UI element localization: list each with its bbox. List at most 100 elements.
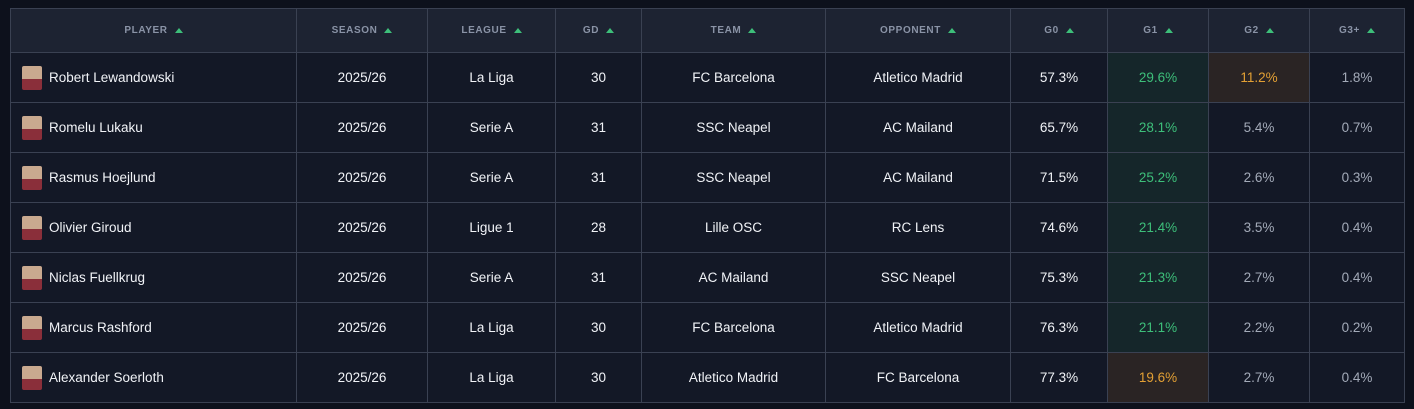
player-name: Niclas Fuellkrug (49, 270, 146, 285)
table-cell: 2.7% (1209, 253, 1310, 302)
table-row[interactable]: Rasmus Hoejlund 2025/26 Serie A 31 SSC Neape… (11, 153, 1404, 203)
cell-text: SSC Neapel (880, 270, 956, 285)
table-cell: 30 (556, 303, 642, 352)
cell-text: 2025/26 (337, 70, 387, 85)
table-cell: 2025/26 (297, 53, 428, 102)
cell-text: 21.3% (1138, 270, 1178, 285)
cell-text: 75.3% (1039, 270, 1079, 285)
table-cell: 21.4% (1108, 203, 1209, 252)
table-row[interactable]: Robert Lewandowski 2025/26 La Liga 30 FC Bar… (11, 53, 1404, 103)
cell-text: 57.3% (1039, 70, 1079, 85)
cell-text: 19.6% (1138, 370, 1178, 385)
cell-text: Ligue 1 (469, 220, 514, 235)
cell-text: 2.6% (1243, 170, 1275, 185)
column-header[interactable]: GD (556, 9, 642, 52)
table-cell: FC Barcelona (826, 353, 1011, 402)
table-cell: 28 (556, 203, 642, 252)
stats-table: PLAYER SEASON LEAGUE GD TEAM OPPONENT G0 G1 G2 G3… (10, 8, 1405, 403)
column-header[interactable]: G1 (1108, 9, 1209, 52)
column-header[interactable]: TEAM (642, 9, 826, 52)
cell-text: 0.7% (1341, 120, 1373, 135)
cell-text: 2025/26 (337, 320, 387, 335)
cell-text: 1.8% (1341, 70, 1373, 85)
player-avatar (22, 215, 42, 240)
table-cell: 5.4% (1209, 103, 1310, 152)
column-header[interactable]: LEAGUE (428, 9, 556, 52)
table-cell: AC Mailand (826, 103, 1011, 152)
column-header[interactable]: SEASON (297, 9, 428, 52)
table-row[interactable]: Niclas Fuellkrug 2025/26 Serie A 31 AC Maila… (11, 253, 1404, 303)
cell-text: SSC Neapel (696, 120, 771, 135)
cell-text: 2025/26 (337, 370, 387, 385)
table-cell: Rasmus Hoejlund (11, 153, 297, 202)
cell-text: SSC Neapel (696, 170, 771, 185)
player-avatar (22, 115, 42, 140)
player-name: Rasmus Hoejlund (49, 170, 156, 185)
table-cell: 2025/26 (297, 253, 428, 302)
table-cell: Niclas Fuellkrug (11, 253, 297, 302)
table-row[interactable]: Romelu Lukaku 2025/26 Serie A 31 SSC Neapel A… (11, 103, 1404, 153)
cell-text: Lille OSC (704, 220, 763, 235)
table-cell: 65.7% (1011, 103, 1108, 152)
table-cell: 0.2% (1310, 303, 1404, 352)
table-row[interactable]: Alexander Soerloth 2025/26 La Liga 30 Atleti… (11, 353, 1404, 403)
table-cell: Serie A (428, 103, 556, 152)
table-cell: Atletico Madrid (826, 303, 1011, 352)
cell-text: 31 (590, 120, 607, 135)
cell-text: 31 (590, 170, 607, 185)
table-row[interactable]: Olivier Giroud 2025/26 Ligue 1 28 Lille OSC R… (11, 203, 1404, 253)
column-header[interactable]: OPPONENT (826, 9, 1011, 52)
cell-text: 0.3% (1341, 170, 1373, 185)
cell-text: 3.5% (1243, 220, 1275, 235)
cell-text: 2025/26 (337, 220, 387, 235)
table-cell: Alexander Soerloth (11, 353, 297, 402)
column-header[interactable]: G3+ (1310, 9, 1404, 52)
table-cell: 25.2% (1108, 153, 1209, 202)
cell-text: 31 (590, 270, 607, 285)
cell-text: 65.7% (1039, 120, 1079, 135)
cell-text: Atletico Madrid (873, 320, 963, 335)
cell-text: FC Barcelona (692, 70, 775, 85)
cell-text: Serie A (469, 120, 514, 135)
cell-text: 74.6% (1039, 220, 1079, 235)
table-cell: 29.6% (1108, 53, 1209, 102)
table-cell: 3.5% (1209, 203, 1310, 252)
cell-text: FC Barcelona (692, 320, 775, 335)
column-header[interactable]: PLAYER (11, 9, 297, 52)
cell-text: La Liga (469, 370, 514, 385)
player-name: Robert Lewandowski (49, 70, 175, 85)
table-cell: La Liga (428, 303, 556, 352)
table-cell: 2025/26 (297, 353, 428, 402)
cell-text: 2.7% (1243, 270, 1275, 285)
table-cell: FC Barcelona (642, 53, 826, 102)
column-header[interactable]: G2 (1209, 9, 1310, 52)
cell-text: 76.3% (1039, 320, 1079, 335)
cell-text: Serie A (469, 170, 514, 185)
cell-text: AC Mailand (883, 170, 953, 185)
table-cell: 2.2% (1209, 303, 1310, 352)
cell-text: 2025/26 (337, 120, 387, 135)
table-cell: AC Mailand (826, 153, 1011, 202)
table-cell: 2025/26 (297, 103, 428, 152)
cell-text: Serie A (469, 270, 514, 285)
cell-text: La Liga (469, 320, 514, 335)
table-cell: Olivier Giroud (11, 203, 297, 252)
cell-text: 71.5% (1039, 170, 1079, 185)
table-cell: SSC Neapel (642, 103, 826, 152)
cell-text: La Liga (469, 70, 514, 85)
table-cell: La Liga (428, 53, 556, 102)
table-cell: 76.3% (1011, 303, 1108, 352)
cell-text: 77.3% (1039, 370, 1079, 385)
player-name: Olivier Giroud (49, 220, 132, 235)
table-cell: AC Mailand (642, 253, 826, 302)
table-row[interactable]: Marcus Rashford 2025/26 La Liga 30 FC Barcel… (11, 303, 1404, 353)
table-cell: 1.8% (1310, 53, 1404, 102)
table-cell: 2025/26 (297, 303, 428, 352)
table-cell: Marcus Rashford (11, 303, 297, 352)
table-cell: Robert Lewandowski (11, 53, 297, 102)
player-name: Romelu Lukaku (49, 120, 143, 135)
cell-text: 25.2% (1138, 170, 1178, 185)
table-cell: 77.3% (1011, 353, 1108, 402)
column-header[interactable]: G0 (1011, 9, 1108, 52)
